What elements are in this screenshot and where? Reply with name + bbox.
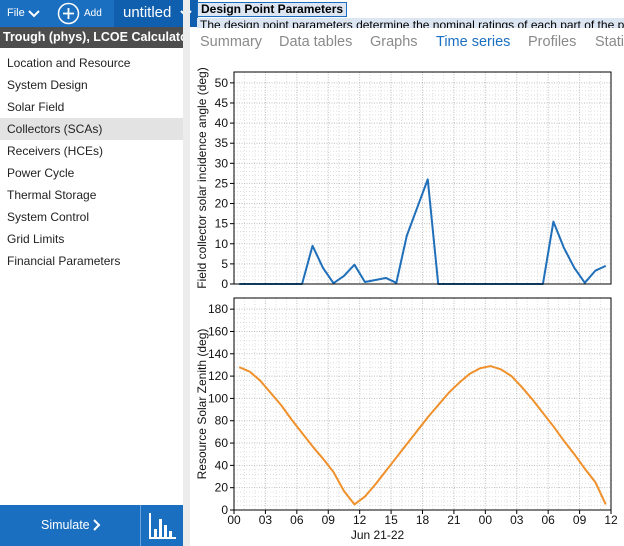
y-tick-label: 120 — [208, 369, 228, 383]
nav-list: Location and Resource System Design Solar … — [0, 52, 183, 272]
x-tick-label: 15 — [384, 513, 398, 527]
x-tick-label: 12 — [604, 513, 618, 527]
y-tick-label: 50 — [215, 76, 229, 90]
y-tick-label: 35 — [215, 136, 229, 150]
page-header: Design Point Parameters The design point… — [197, 0, 624, 28]
y-tick-label: 40 — [215, 458, 229, 472]
sidebar-title: Trough (phys), LCOE Calculator — [0, 27, 183, 48]
section-title: Design Point Parameters — [197, 2, 348, 17]
y-tick-label: 140 — [208, 347, 228, 361]
y-tick-label: 30 — [215, 156, 229, 170]
tab-bar: Summary Data tables Graphs Time series Profi… — [190, 28, 624, 58]
x-tick-label: 06 — [541, 513, 555, 527]
nav-item[interactable]: System Design — [7, 78, 88, 92]
nav-item[interactable]: Power Cycle — [7, 166, 75, 180]
charts: 0 5 10 15 20 25 30 35 40 45 50 Field collector sola… — [195, 67, 618, 542]
y-axis-label: Resource Solar Zenith (deg) — [195, 329, 209, 480]
x-tick-label: 12 — [353, 513, 367, 527]
series-line — [238, 365, 607, 506]
nav-item[interactable]: System Control — [7, 210, 90, 224]
tab[interactable]: Data tables — [279, 34, 353, 50]
y-tick-label: 45 — [215, 96, 229, 110]
y-tick-label: 60 — [215, 436, 229, 450]
simulate-button[interactable]: Simulate — [0, 505, 183, 546]
x-tick-label: 03 — [510, 513, 524, 527]
y-tick-label: 20 — [215, 481, 229, 495]
tab[interactable]: Graphs — [370, 34, 418, 50]
section-description: The design point parameters determine th… — [197, 18, 624, 28]
y-tick-label: 5 — [221, 257, 228, 271]
x-tick-label: 06 — [290, 513, 304, 527]
sidebar: Trough (phys), LCOE Calculator Location … — [0, 27, 183, 505]
nav-item[interactable]: Location and Resource — [7, 56, 131, 70]
x-tick-label: 03 — [259, 513, 273, 527]
y-axis-label: Field collector solar incidence angle (d… — [195, 67, 209, 288]
x-tick-label: 09 — [322, 513, 336, 527]
y-tick-label: 160 — [208, 324, 228, 338]
y-tick-label: 0 — [221, 277, 228, 291]
x-tick-label: 00 — [227, 513, 241, 527]
file-menu[interactable]: File — [7, 7, 25, 19]
results-icon[interactable] — [148, 511, 178, 541]
y-tick-label: 15 — [215, 217, 229, 231]
plot-frame — [233, 71, 612, 285]
nav-item[interactable]: Receivers (HCEs) — [7, 144, 104, 158]
x-tick-label: 21 — [447, 513, 461, 527]
add-icon[interactable] — [57, 2, 80, 25]
toolbar: File Add untitled — [0, 0, 198, 27]
tab[interactable]: Time series — [436, 34, 511, 50]
plot-frame — [233, 297, 612, 511]
splitter — [183, 0, 190, 546]
y-tick-label: 40 — [215, 116, 229, 130]
nav-item[interactable]: Thermal Storage — [7, 188, 97, 202]
x-tick-label: 18 — [416, 513, 430, 527]
project-name[interactable]: untitled — [123, 4, 172, 21]
simulate-label[interactable]: Simulate — [41, 518, 90, 532]
y-tick-label: 0 — [221, 503, 228, 517]
separator — [140, 505, 141, 546]
x-axis-label: Jun 21-22 — [351, 528, 405, 542]
chevron — [93, 519, 101, 531]
y-tick-label: 180 — [208, 302, 228, 316]
nav-item[interactable]: Grid Limits — [7, 232, 65, 246]
tab[interactable]: Stati — [595, 34, 624, 50]
tab[interactable]: Profiles — [528, 34, 577, 50]
nav-item[interactable]: Solar Field — [7, 100, 65, 114]
nav-item[interactable]: Financial Parameters — [7, 254, 121, 268]
y-tick-label: 10 — [215, 237, 229, 251]
add-button[interactable]: Add — [84, 8, 102, 19]
x-tick-label: 09 — [573, 513, 587, 527]
y-tick-label: 25 — [215, 176, 229, 190]
x-tick-label: 00 — [479, 513, 493, 527]
chevron — [28, 10, 40, 18]
nav-item[interactable]: Collectors (SCAs) — [0, 118, 183, 140]
tab[interactable]: Summary — [200, 34, 263, 50]
y-tick-label: 100 — [208, 391, 228, 405]
y-tick-label: 80 — [215, 414, 229, 428]
y-tick-label: 20 — [215, 197, 229, 211]
